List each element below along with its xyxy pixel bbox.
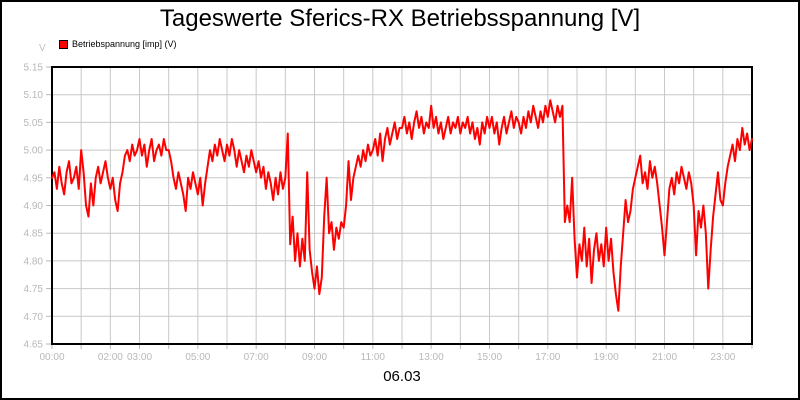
series-line	[51, 99, 753, 312]
legend-series-label: Betriebspannung [imp] (V)	[72, 39, 177, 49]
y-tick-label: 4.85	[24, 229, 44, 240]
y-tick-label: 5.15	[24, 63, 44, 74]
x-tick-label: 13:00	[419, 352, 444, 363]
x-tick-label: 21:00	[652, 352, 677, 363]
legend-series-marker-icon	[59, 40, 68, 49]
y-tick-label: 4.70	[24, 312, 44, 323]
y-tick-label: 5.05	[24, 118, 44, 129]
x-tick-label: 02:00	[98, 352, 123, 363]
x-tick-label: 19:00	[594, 352, 619, 363]
x-tick-label: 05:00	[185, 352, 210, 363]
y-tick-label: 4.80	[24, 256, 44, 267]
x-tick-label: 03:00	[127, 352, 152, 363]
x-tick-label: 11:00	[361, 352, 386, 363]
y-axis-unit-label: V	[39, 43, 46, 54]
x-tick-label: 17:00	[535, 352, 560, 363]
x-tick-label: 07:00	[244, 352, 269, 363]
y-tick-label: 4.95	[24, 173, 44, 184]
x-tick-label: 15:00	[477, 352, 502, 363]
x-tick-label: 00:00	[39, 352, 64, 363]
y-tick-label: 4.65	[24, 340, 44, 351]
y-tick-label: 5.10	[24, 90, 44, 101]
legend: Betriebspannung [imp] (V)	[59, 39, 177, 50]
plot-frame	[51, 66, 753, 345]
x-axis-date-label: 06.03	[383, 368, 421, 385]
page-title: Tageswerte Sferics-RX Betriebsspannung […	[159, 5, 641, 32]
x-tick-label: 09:00	[302, 352, 327, 363]
x-tick-label: 23:00	[710, 352, 735, 363]
y-tick-label: 5.00	[24, 146, 44, 157]
y-tick-label: 4.75	[24, 284, 44, 295]
y-tick-label: 4.90	[24, 201, 44, 212]
